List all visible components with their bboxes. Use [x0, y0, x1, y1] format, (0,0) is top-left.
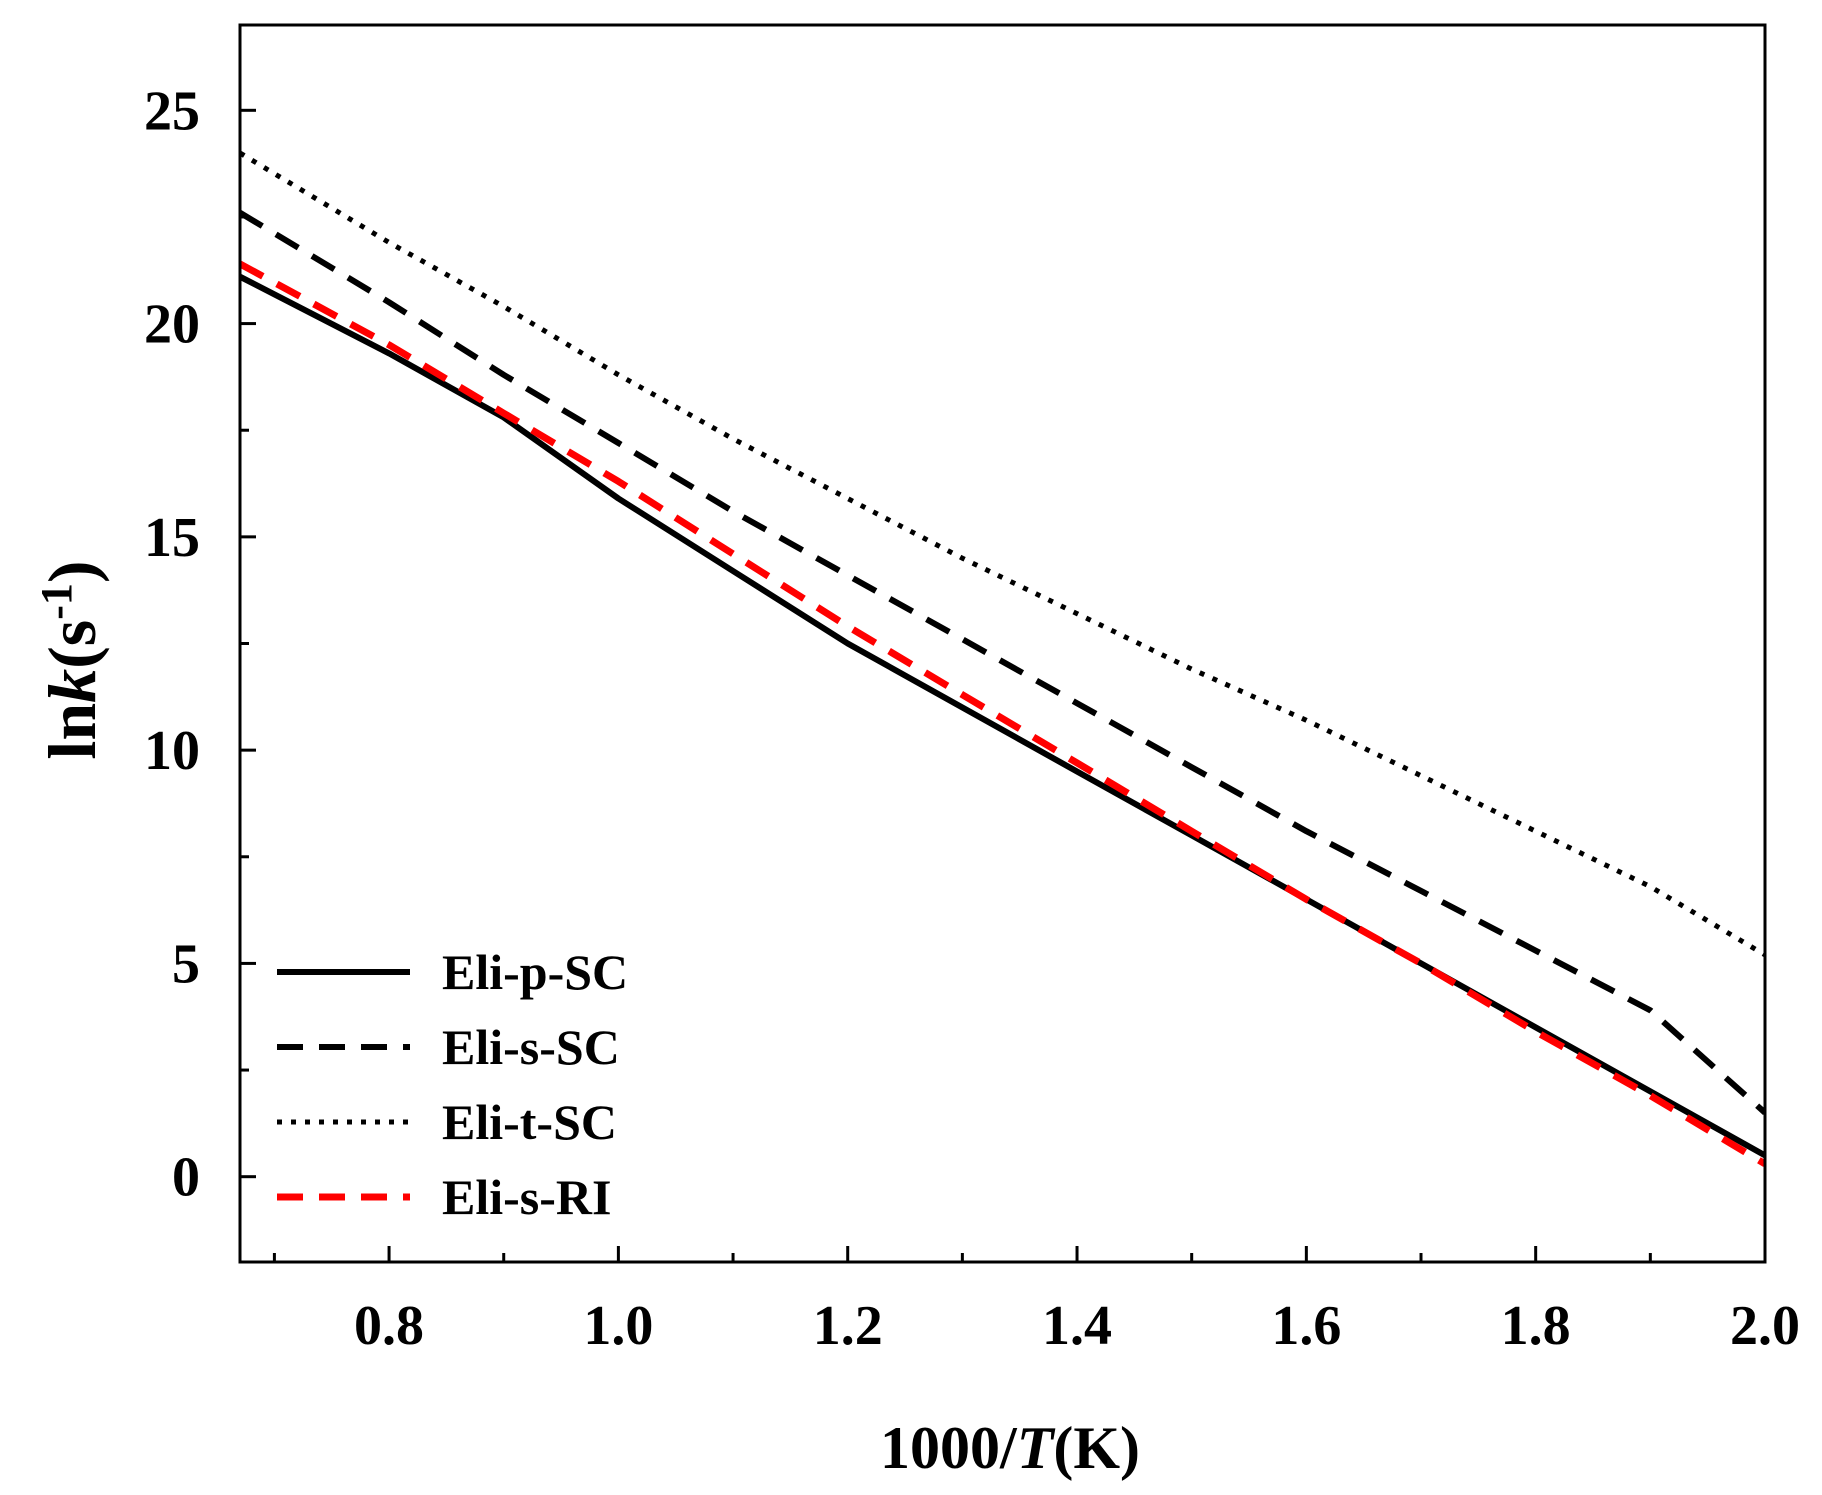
x-tick-label: 1.2: [813, 1295, 883, 1357]
legend-label-eli-t-sc: Eli-t-SC: [442, 1094, 617, 1150]
y-tick-label: 25: [144, 80, 200, 142]
legend: Eli-p-SC Eli-s-SC Eli-t-SC Eli-s-RI: [277, 944, 628, 1225]
y-axis-label-main: ln: [34, 703, 110, 760]
legend-label-eli-s-ri: Eli-s-RI: [442, 1169, 611, 1225]
y-axis-label-var: k: [34, 669, 110, 703]
legend-label-eli-s-sc: Eli-s-SC: [442, 1019, 620, 1075]
x-axis-label-var: T: [1017, 1415, 1056, 1481]
y-tick-label: 10: [144, 720, 200, 782]
x-axis-label: 1000/T(K): [880, 1415, 1140, 1481]
x-tick-label: 1.0: [583, 1295, 653, 1357]
y-tick-label: 5: [172, 933, 200, 995]
plot-frame: [238, 23, 1767, 1264]
x-axis-label-unit: (K): [1053, 1415, 1140, 1481]
y-tick-label: 0: [172, 1147, 200, 1209]
y-axis-label: lnk(s-1): [32, 560, 110, 759]
series-layer: [240, 150, 1765, 1167]
series-line-eli-s-sc: [240, 210, 1765, 1115]
y-axis-label-sup: -1: [32, 583, 81, 620]
x-axis-label-main: 1000/: [880, 1415, 1018, 1481]
x-tick-label: 1.8: [1501, 1295, 1571, 1357]
x-tick-label: 1.4: [1042, 1295, 1112, 1357]
x-tick-label: 1.6: [1271, 1295, 1341, 1357]
series-line-eli-s-ri: [240, 260, 1765, 1167]
x-tick-label: 0.8: [354, 1295, 424, 1357]
y-axis-label-close: ): [34, 560, 110, 583]
legend-label-eli-p-sc: Eli-p-SC: [442, 944, 628, 1000]
x-tick-label: 2.0: [1730, 1295, 1800, 1357]
axes-layer: 0.8 1.0 1.2 1.4 1.6 1.8 2.0 0 5 10 15 20 25: [144, 23, 1800, 1357]
y-tick-label: 20: [144, 294, 200, 356]
series-line-eli-t-sc: [240, 150, 1765, 958]
y-tick-label: 15: [144, 507, 200, 569]
y-axis-label-unit: (s: [34, 620, 110, 669]
